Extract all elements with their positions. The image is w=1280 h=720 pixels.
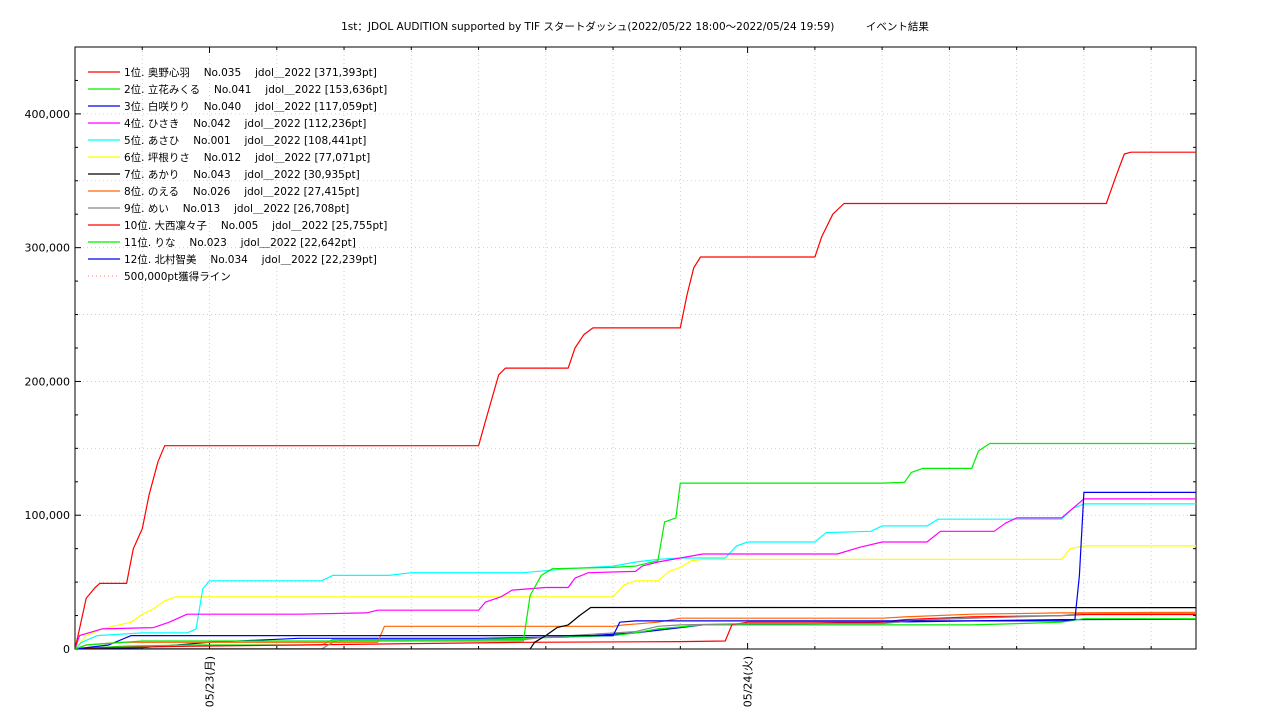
- x-tick-label: 05/24(火): [742, 656, 755, 707]
- x-tick-label: 05/23(月): [204, 656, 217, 707]
- series-line-8: [75, 611, 1196, 649]
- series-line-4: [75, 498, 1196, 649]
- legend-label-11: 11位. りな No.023 jdol＿2022 [22,642pt]: [124, 236, 356, 249]
- legend-label-1: 1位. 奥野心羽 No.035 jdol＿2022 [371,393pt]: [124, 66, 377, 79]
- series-line-7: [75, 606, 1196, 649]
- grid: [75, 47, 1196, 649]
- y-tick-label: 200,000: [25, 375, 71, 388]
- legend-label-3: 3位. 白咲りり No.040 jdol＿2022 [117,059pt]: [124, 100, 377, 113]
- legend-label-13: 500,000pt獲得ライン: [124, 270, 231, 283]
- legend: 1位. 奥野心羽 No.035 jdol＿2022 [371,393pt] 2位.…: [88, 66, 387, 283]
- legend-label-7: 7位. あかり No.043 jdol＿2022 [30,935pt]: [124, 168, 360, 181]
- legend-label-6: 6位. 坪根りさ No.012 jdol＿2022 [77,071pt]: [124, 151, 370, 164]
- y-tick-label: 300,000: [25, 242, 71, 255]
- chart-title: 1st：JDOL AUDITION supported by TIF スタートダ…: [341, 20, 929, 33]
- legend-label-5: 5位. あさひ No.001 jdol＿2022 [108,441pt]: [124, 134, 366, 147]
- series-line-5: [75, 503, 1196, 649]
- y-tick-label: 100,000: [25, 509, 71, 522]
- series-line-3: [75, 491, 1196, 649]
- y-tick-label: 0: [63, 643, 70, 656]
- series-line-1: [75, 151, 1196, 649]
- axes: 0 100,000 200,000 300,000 400,000 05/23(月) 05/…: [25, 46, 1197, 707]
- series-line-11: [75, 618, 1196, 649]
- legend-label-2: 2位. 立花みくる No.041 jdol＿2022 [153,636pt]: [124, 83, 387, 96]
- series-line-2: [75, 442, 1196, 649]
- series-line-10: [75, 613, 1196, 649]
- series-lines: [75, 151, 1196, 649]
- legend-label-10: 10位. 大西凜々子 No.005 jdol＿2022 [25,755pt]: [124, 219, 387, 232]
- legend-label-8: 8位. のえる No.026 jdol＿2022 [27,415pt]: [124, 185, 359, 198]
- series-line-9: [75, 612, 1196, 649]
- legend-label-12: 12位. 北村智美 No.034 jdol＿2022 [22,239pt]: [124, 253, 377, 266]
- legend-label-4: 4位. ひさき No.042 jdol＿2022 [112,236pt]: [124, 117, 366, 130]
- legend-label-9: 9位. めい No.013 jdol＿2022 [26,708pt]: [124, 202, 349, 215]
- series-line-6: [75, 545, 1196, 649]
- y-tick-label: 400,000: [25, 108, 71, 121]
